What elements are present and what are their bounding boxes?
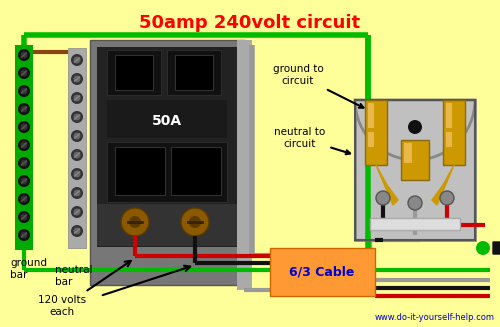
- Bar: [443, 100, 465, 165]
- Bar: [355, 100, 475, 240]
- Bar: [107, 142, 227, 202]
- Bar: [115, 55, 153, 90]
- Circle shape: [20, 124, 28, 130]
- Circle shape: [18, 85, 30, 97]
- Circle shape: [18, 157, 30, 169]
- Circle shape: [74, 57, 80, 63]
- Circle shape: [20, 178, 28, 184]
- Text: 6/3 Cable: 6/3 Cable: [290, 266, 354, 279]
- Bar: [370, 218, 460, 230]
- Text: ground
bar: ground bar: [10, 258, 47, 280]
- Circle shape: [20, 160, 28, 166]
- Text: 50amp 240volt circuit: 50amp 240volt circuit: [140, 14, 360, 32]
- Circle shape: [71, 54, 83, 66]
- Circle shape: [189, 216, 201, 228]
- Circle shape: [408, 196, 422, 210]
- Bar: [107, 100, 227, 138]
- Circle shape: [74, 228, 80, 234]
- Circle shape: [18, 67, 30, 79]
- Circle shape: [20, 196, 28, 202]
- Circle shape: [18, 103, 30, 115]
- Bar: [446, 132, 452, 147]
- Polygon shape: [376, 165, 398, 205]
- Circle shape: [71, 168, 83, 180]
- Text: ground to
circuit: ground to circuit: [272, 64, 364, 108]
- Circle shape: [18, 229, 30, 241]
- Circle shape: [181, 208, 209, 236]
- Circle shape: [20, 88, 28, 95]
- Circle shape: [376, 191, 390, 205]
- Bar: [68, 48, 86, 248]
- Circle shape: [74, 95, 80, 101]
- Bar: [401, 140, 429, 180]
- Circle shape: [74, 170, 80, 178]
- Circle shape: [18, 139, 30, 151]
- Circle shape: [18, 121, 30, 133]
- Circle shape: [74, 190, 80, 197]
- Bar: [90, 40, 245, 285]
- Circle shape: [20, 51, 28, 59]
- Circle shape: [20, 142, 28, 148]
- Bar: [115, 147, 165, 195]
- Bar: [175, 55, 213, 90]
- Circle shape: [20, 214, 28, 220]
- Circle shape: [408, 120, 422, 134]
- Wedge shape: [355, 100, 475, 160]
- Circle shape: [71, 111, 83, 123]
- Text: www.do-it-yourself-help.com: www.do-it-yourself-help.com: [375, 313, 495, 322]
- Bar: [171, 147, 221, 195]
- Bar: [446, 103, 452, 128]
- Bar: [355, 100, 475, 240]
- Bar: [365, 100, 387, 165]
- Text: 50A: 50A: [152, 114, 182, 128]
- Circle shape: [20, 106, 28, 112]
- Bar: [368, 103, 374, 128]
- Bar: [97, 204, 237, 246]
- Polygon shape: [432, 165, 454, 205]
- Circle shape: [71, 187, 83, 199]
- Bar: [368, 132, 374, 147]
- Bar: [237, 40, 252, 290]
- Circle shape: [74, 132, 80, 140]
- Bar: [270, 248, 375, 296]
- Circle shape: [71, 92, 83, 104]
- Circle shape: [121, 208, 149, 236]
- Bar: [404, 143, 412, 163]
- Circle shape: [71, 130, 83, 142]
- Bar: [15, 45, 33, 250]
- Circle shape: [74, 151, 80, 159]
- Bar: [97, 47, 237, 247]
- Bar: [167, 50, 221, 95]
- Circle shape: [18, 193, 30, 205]
- Circle shape: [440, 191, 454, 205]
- Circle shape: [71, 149, 83, 161]
- Text: neutral
bar: neutral bar: [55, 265, 92, 286]
- Bar: [107, 50, 161, 95]
- Circle shape: [20, 70, 28, 77]
- Circle shape: [71, 206, 83, 218]
- Circle shape: [129, 216, 141, 228]
- Circle shape: [74, 113, 80, 121]
- Circle shape: [74, 209, 80, 215]
- Circle shape: [20, 232, 28, 238]
- Circle shape: [71, 73, 83, 85]
- Circle shape: [18, 211, 30, 223]
- Circle shape: [74, 76, 80, 82]
- Text: 120 volts
each: 120 volts each: [38, 295, 86, 317]
- Text: neutral to
circuit: neutral to circuit: [274, 127, 350, 154]
- Circle shape: [476, 241, 490, 255]
- Polygon shape: [493, 236, 500, 260]
- Circle shape: [71, 225, 83, 237]
- Circle shape: [18, 49, 30, 61]
- Circle shape: [18, 175, 30, 187]
